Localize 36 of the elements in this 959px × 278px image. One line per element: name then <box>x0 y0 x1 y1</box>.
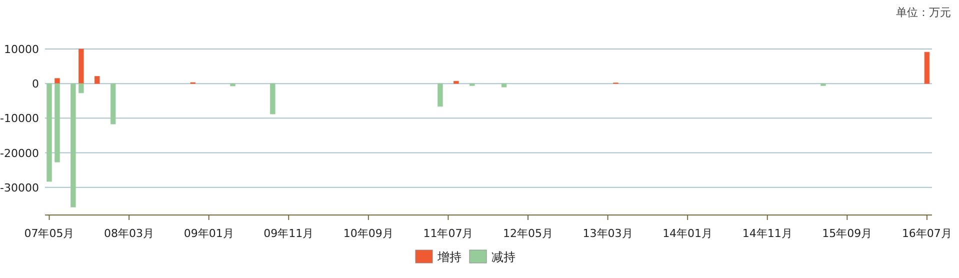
x-tick-label: 16年07月 <box>902 227 952 240</box>
bar <box>110 83 116 124</box>
x-tick-label: 11年07月 <box>423 227 474 240</box>
x-tick-label: 10年09月 <box>343 227 394 240</box>
y-tick-label: -10000 <box>0 112 39 126</box>
bar <box>94 76 100 84</box>
x-tick-label: 09年01月 <box>184 227 234 240</box>
bar <box>46 83 52 182</box>
bar <box>924 52 930 84</box>
bar <box>54 83 60 162</box>
bar <box>270 83 276 114</box>
x-tick-label: 09年11月 <box>264 227 314 240</box>
x-tick-label: 07年05月 <box>24 227 74 240</box>
bar <box>230 83 236 86</box>
x-tick-label: 14年11月 <box>742 227 792 240</box>
y-tick-label: 10000 <box>4 43 39 56</box>
bar <box>54 78 60 84</box>
bar <box>501 83 507 88</box>
bar <box>454 80 459 84</box>
bar <box>70 83 76 208</box>
y-tick-label: 0 <box>32 78 39 91</box>
y-tick-label: -30000 <box>0 181 39 194</box>
bar <box>470 83 475 86</box>
y-tick-label: -20000 <box>0 146 39 160</box>
legend-label: 减持 <box>492 250 516 264</box>
x-tick-label: 12年05月 <box>502 227 553 240</box>
x-tick-label: 13年03月 <box>582 227 633 240</box>
bar <box>78 48 84 84</box>
legend-label: 增持 <box>436 250 462 264</box>
bar <box>820 83 826 86</box>
x-tick-label: 15年09月 <box>822 227 872 240</box>
bar <box>438 83 443 107</box>
x-tick-label: 14年01月 <box>662 227 713 240</box>
text: 单位：万元 <box>896 6 951 19</box>
bar <box>78 83 84 94</box>
x-tick-label: 08年03月 <box>104 227 154 240</box>
